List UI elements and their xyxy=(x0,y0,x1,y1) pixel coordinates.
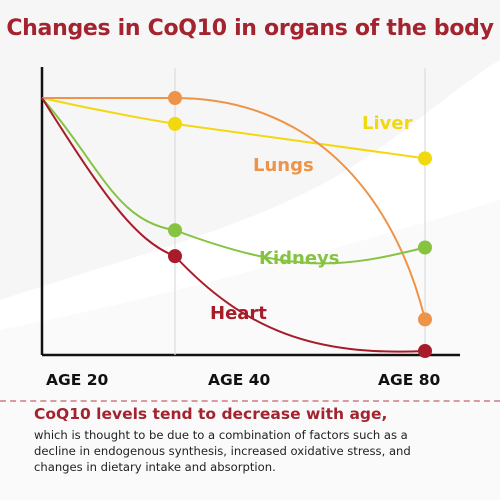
series-label-heart: Heart xyxy=(210,303,267,324)
series-label-liver: Liver xyxy=(362,113,413,134)
data-point-lungs xyxy=(168,91,182,105)
data-point-heart xyxy=(418,344,432,358)
footer-body-line: decline in endogenous synthesis, increas… xyxy=(34,444,411,458)
data-point-heart xyxy=(168,249,182,264)
footer-body-line: which is thought to be due to a combinat… xyxy=(34,428,408,442)
series-line-lungs xyxy=(42,97,426,320)
x-tick-label-age-20: AGE 20 xyxy=(46,371,109,389)
footer-headline: CoQ10 levels tend to decrease with age, xyxy=(34,405,388,423)
series-label-kidneys: Kidneys xyxy=(259,248,339,269)
data-point-liver xyxy=(168,116,182,131)
series-label-lungs: Lungs xyxy=(253,155,314,176)
footer-body-line: changes in dietary intake and absorption… xyxy=(34,460,276,474)
chart-title: Changes in CoQ10 in organs of the body xyxy=(6,16,494,41)
footer-divider xyxy=(0,400,500,402)
data-point-lungs xyxy=(418,312,432,327)
data-point-liver xyxy=(418,151,432,166)
x-tick-label-age-40: AGE 40 xyxy=(208,371,271,389)
data-point-kidneys xyxy=(168,223,182,238)
footer-body: which is thought to be due to a combinat… xyxy=(34,427,489,475)
x-tick-label-age-80: AGE 80 xyxy=(378,371,441,389)
data-point-kidneys xyxy=(418,240,432,255)
